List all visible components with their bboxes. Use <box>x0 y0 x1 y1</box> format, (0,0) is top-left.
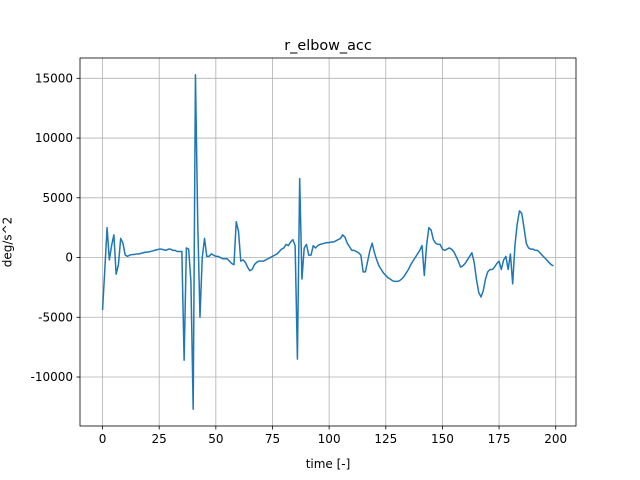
plot-frame <box>79 57 577 427</box>
x-tick-label: 125 <box>374 432 397 446</box>
x-tick-label: 75 <box>265 432 280 446</box>
chart-title: r_elbow_acc <box>284 38 372 54</box>
x-tick-label: 0 <box>99 432 107 446</box>
x-axis-label: time [-] <box>306 457 351 471</box>
x-tick-label: 100 <box>318 432 341 446</box>
y-tick-label: 0 <box>65 251 73 265</box>
x-tick-label: 50 <box>208 432 223 446</box>
data-line <box>101 73 554 411</box>
y-tick-label: 5000 <box>42 191 73 205</box>
y-tick-label: 10000 <box>35 131 73 145</box>
x-tick-label: 200 <box>544 432 567 446</box>
y-axis-label: deg/s^2 <box>1 217 15 268</box>
x-tick-label: 175 <box>488 432 511 446</box>
y-tick-label: 15000 <box>35 71 73 85</box>
y-tick-label: -10000 <box>30 370 73 384</box>
x-tick-label: 150 <box>431 432 454 446</box>
y-tick-label: -5000 <box>38 310 73 324</box>
x-tick-label: 25 <box>152 432 167 446</box>
